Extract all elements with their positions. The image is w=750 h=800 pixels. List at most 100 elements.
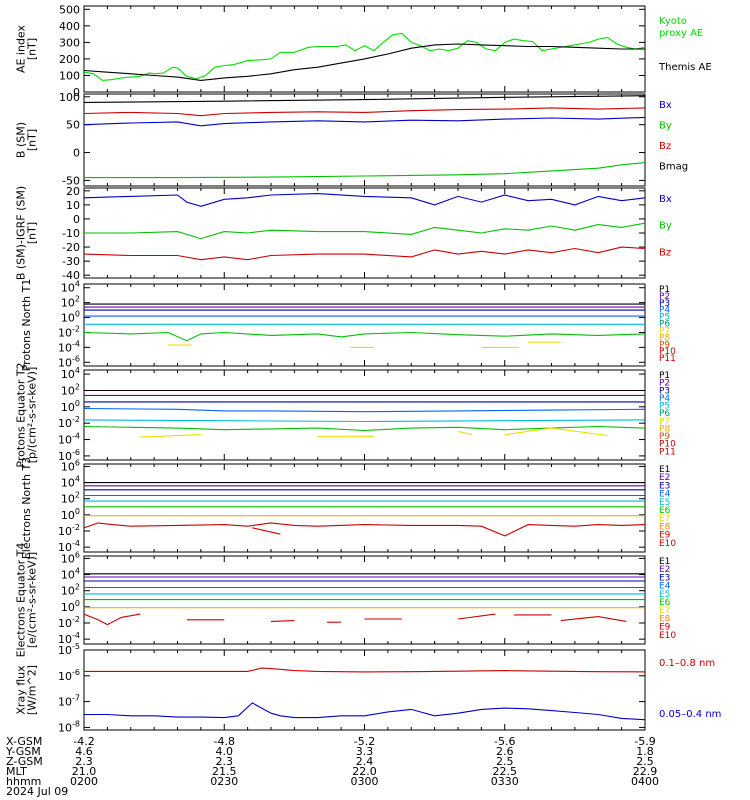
legend-item: P2: [659, 379, 670, 389]
footer-value: 4.6: [75, 745, 93, 758]
legend-item: By: [659, 121, 672, 132]
y-tick-label: 102: [61, 491, 80, 506]
orbit-footer: X-GSM -4.2 -4.8 -5.2 -5.6 -5.9Y-GSM 4.6 4.0 3.3 2…: [5, 735, 659, 798]
y-tick-label: 10-4: [58, 432, 80, 447]
footer-value: 21.0: [72, 765, 97, 778]
footer-value: 2.5: [496, 755, 514, 768]
panel-xray: 10-8 10-7 10-6 10-5 Xray flux[W/m^2] 0.1–0.8 …: [15, 642, 722, 734]
legend-item: E8: [659, 522, 671, 532]
y-tick-label: 106: [61, 550, 80, 565]
series-line: [84, 107, 645, 117]
footer-value: 0330: [491, 775, 519, 788]
y-tick-label: 104: [61, 567, 80, 582]
series-line: [84, 522, 645, 537]
footer-row-label: hhmm: [6, 775, 41, 788]
legend-item: E4: [659, 582, 671, 592]
legend-item: 0.05–0.4 nm: [659, 709, 721, 720]
y-tick-label: 104: [61, 366, 80, 381]
series-line: [252, 527, 281, 535]
legend-item: E3: [659, 481, 670, 491]
series-line: [84, 193, 645, 207]
legend-item: P5: [659, 402, 670, 412]
y-tick-label: 100: [59, 69, 80, 82]
y-tick-label: 10-2: [58, 324, 80, 339]
series-group: [84, 32, 645, 81]
legend-item: P7: [659, 326, 670, 336]
series-group: [84, 389, 645, 438]
series-line: [84, 246, 645, 261]
y-tick-label: 102: [61, 382, 80, 397]
y-axis-label: Protons Equator T2: [15, 362, 28, 467]
legend-item: P9: [659, 432, 670, 442]
y-tick-label: 10-7: [58, 694, 80, 709]
legend-item: P4: [659, 394, 670, 404]
y-tick-label: 0: [73, 86, 80, 99]
y-tick-label: 10-6: [58, 448, 80, 463]
y-tick-label: 500: [59, 3, 80, 16]
y-tick-label: 50: [66, 119, 80, 132]
y-tick-label: 102: [61, 583, 80, 598]
series-line: [270, 620, 295, 622]
series-line: [140, 434, 201, 438]
y-tick-label: 100: [61, 599, 80, 614]
footer-value: 2.3: [216, 755, 234, 768]
series-line: [84, 702, 645, 721]
legend-item: E1: [659, 465, 670, 475]
legend-item: P2: [659, 292, 670, 302]
series-group: [84, 193, 645, 261]
series-line: [84, 162, 645, 179]
legend-item: P1: [659, 371, 670, 381]
series-line: [457, 613, 496, 620]
y-tick-label: 100: [61, 399, 80, 414]
footer-row-label: Z-GSM: [6, 755, 43, 768]
footer-row-label: X-GSM: [6, 735, 42, 748]
series-group: [84, 95, 645, 179]
footer-value: 22.5: [493, 765, 518, 778]
footer-date: 2024 Jul 09: [6, 785, 68, 798]
footer-row-label: MLT: [6, 765, 27, 778]
legend-item: E7: [659, 514, 670, 524]
footer-value: -5.6: [494, 735, 515, 748]
legend-item: By: [659, 221, 672, 232]
legend-item: Bz: [659, 247, 671, 258]
footer-value: -5.2: [354, 735, 375, 748]
footer-value: -5.9: [634, 735, 655, 748]
footer-row-label: Y-GSM: [5, 745, 41, 758]
y-tick-label: 0: [73, 147, 80, 160]
legend-item: Bx: [659, 194, 672, 205]
y-axis-label: B (SM)-IGRF (SM): [15, 186, 28, 280]
footer-value: 2.3: [75, 755, 93, 768]
series-line: [504, 427, 608, 437]
legend-item: P4: [659, 306, 670, 316]
series-line: [84, 116, 645, 127]
legend-item: P10: [659, 347, 676, 357]
legend-item: E4: [659, 490, 671, 500]
series-group: [84, 573, 645, 626]
series-line: [84, 419, 645, 423]
y-tick-label: 10-4: [58, 339, 80, 354]
footer-value: 0200: [70, 775, 98, 788]
legend-item: 0.1–0.8 nm: [659, 658, 715, 669]
footer-value: -4.2: [73, 735, 94, 748]
series-group: [84, 303, 645, 348]
y-axis-label: Electrons North T3: [20, 457, 33, 559]
y-tick-label: 10-4: [58, 631, 80, 646]
y-axis-label: [nT]: [26, 222, 39, 244]
y-tick-label: 100: [61, 507, 80, 522]
legend-item: proxy AE: [659, 28, 703, 39]
y-tick-label: 10-2: [58, 615, 80, 630]
footer-value: 4.0: [216, 745, 234, 758]
legend-item: P3: [659, 386, 670, 396]
footer-value: 0300: [351, 775, 379, 788]
y-tick-label: 10-6: [58, 668, 80, 683]
footer-value: 21.5: [212, 765, 237, 778]
y-axis-label: B (SM): [15, 122, 28, 158]
y-tick-label: 20: [66, 185, 80, 198]
y-axis-label: Electrons Equator T4: [15, 543, 28, 658]
y-tick-label: -10: [62, 227, 80, 240]
legend-item: Bz: [659, 141, 671, 152]
